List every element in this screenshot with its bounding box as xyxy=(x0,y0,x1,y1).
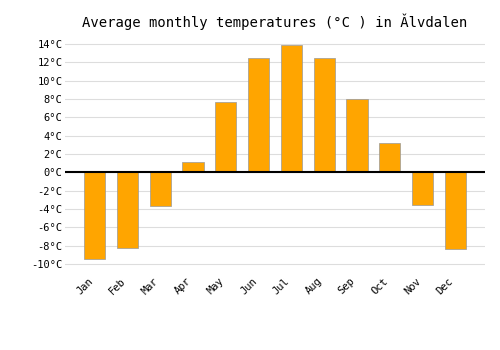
Bar xyxy=(84,172,106,259)
Bar xyxy=(379,143,400,172)
Bar xyxy=(182,162,204,172)
Bar xyxy=(412,172,433,205)
Bar xyxy=(280,45,302,172)
Bar xyxy=(150,172,171,206)
Bar xyxy=(117,172,138,248)
Bar xyxy=(346,99,368,172)
Bar xyxy=(444,172,466,249)
Bar xyxy=(248,58,270,172)
Bar xyxy=(314,58,335,172)
Title: Average monthly temperatures (°C ) in Ǎlvdalen: Average monthly temperatures (°C ) in Ǎl… xyxy=(82,13,468,30)
Bar xyxy=(215,102,236,172)
